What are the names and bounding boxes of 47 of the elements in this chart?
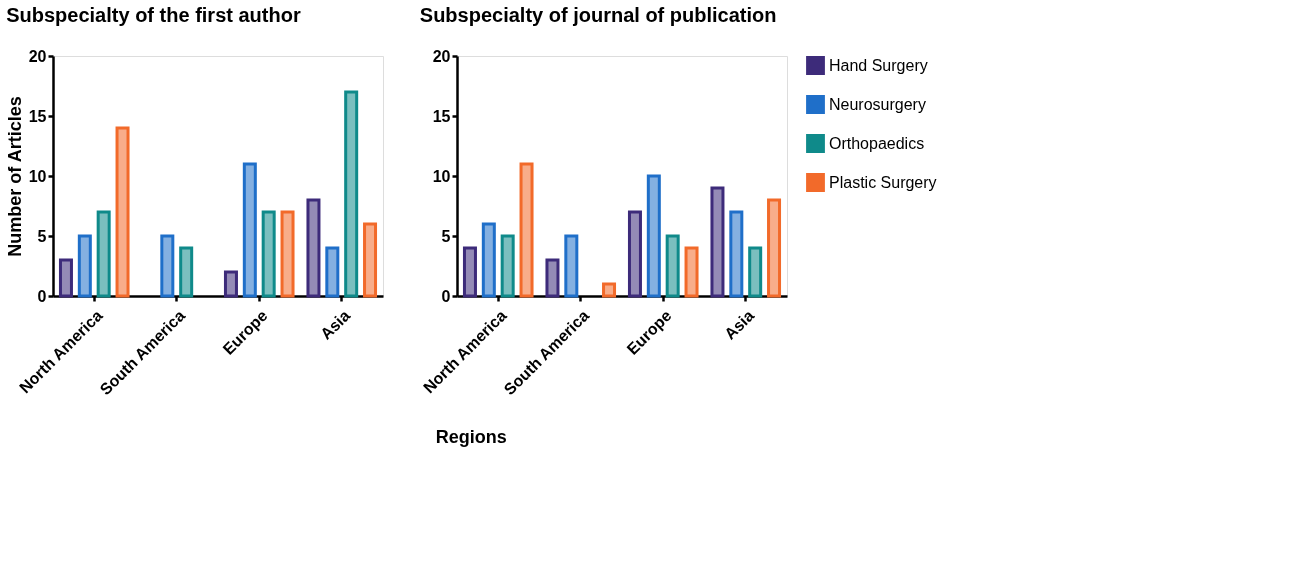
bar (500, 234, 515, 298)
bar (306, 198, 321, 298)
bar (242, 162, 257, 298)
bar (96, 210, 111, 298)
y-tick-label: 15 (28, 107, 47, 125)
y-tick-label: 20 (432, 47, 451, 65)
chart-title: Subspecialty of journal of publication (419, 4, 777, 26)
bar (767, 198, 782, 298)
bar (179, 246, 194, 298)
y-tick-label: 10 (28, 167, 47, 185)
bar (344, 90, 359, 298)
bar (223, 270, 238, 298)
x-axis-title: Regions (435, 426, 507, 447)
legend-label: Orthopaedics (829, 134, 925, 152)
bar (665, 234, 680, 298)
bar (363, 222, 378, 298)
chart-title: Subspecialty of the first author (6, 4, 301, 26)
y-tick-label: 20 (28, 47, 47, 65)
bar (280, 210, 295, 298)
y-tick-label: 0 (37, 287, 47, 305)
bar (684, 246, 699, 298)
bar (729, 210, 744, 298)
bar (58, 258, 73, 298)
bar (325, 246, 340, 298)
bar (627, 210, 642, 298)
legend-label: Neurosurgery (829, 95, 926, 113)
y-axis-title: Number of Articles (4, 96, 25, 257)
bar (564, 234, 579, 298)
bar (462, 246, 477, 298)
bar (160, 234, 175, 298)
bar (519, 162, 534, 298)
y-tick-label: 5 (37, 227, 47, 245)
y-tick-label: 0 (441, 287, 451, 305)
bar (77, 234, 92, 298)
bar (545, 258, 560, 298)
bar (261, 210, 276, 298)
bar (748, 246, 763, 298)
legend-label: Plastic Surgery (829, 173, 937, 191)
bar (710, 186, 725, 298)
y-tick-label: 15 (432, 107, 451, 125)
bar (646, 174, 661, 298)
bar (481, 222, 496, 298)
y-tick-label: 10 (432, 167, 451, 185)
bar (115, 126, 130, 298)
legend-label: Hand Surgery (829, 56, 928, 74)
bar (602, 282, 617, 298)
y-tick-label: 5 (441, 227, 451, 245)
